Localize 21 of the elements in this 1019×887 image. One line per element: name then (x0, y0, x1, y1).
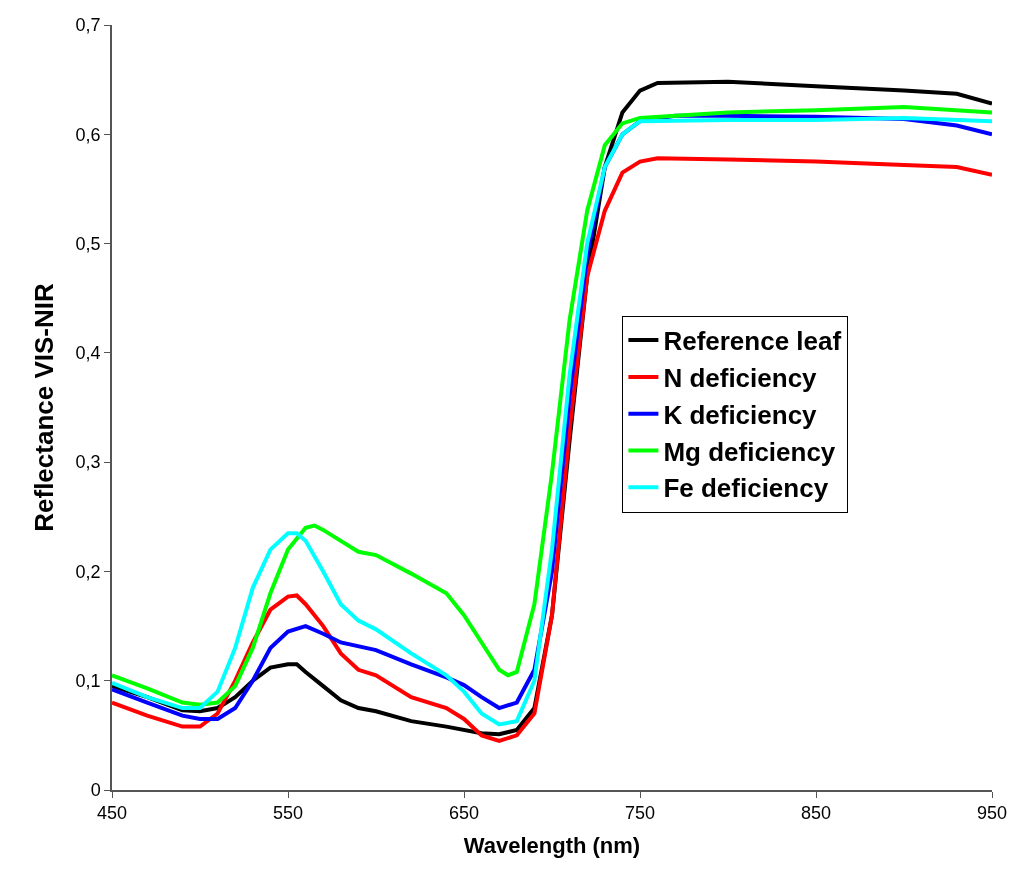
legend-label: Fe deficiency (663, 473, 829, 504)
x-tick-label: 850 (800, 803, 832, 824)
x-tick-label: 650 (448, 803, 480, 824)
x-tick-label: 750 (624, 803, 656, 824)
legend-label: K deficiency (663, 399, 818, 430)
y-tick-label: 0,2 (75, 561, 101, 582)
y-tick-label: 0,6 (75, 124, 101, 145)
x-axis-title: Wavelength (nm) (463, 832, 641, 858)
y-tick-label: 0,7 (75, 15, 101, 36)
y-tick-label: 0,3 (75, 452, 101, 473)
y-axis-title: Reflectance VIS-NIR (28, 283, 59, 532)
y-tick-label: 0 (90, 780, 101, 801)
x-tick-label: 950 (976, 803, 1008, 824)
legend-label: Mg deficiency (663, 436, 836, 467)
x-tick-label: 450 (96, 803, 128, 824)
x-tick-label: 550 (272, 803, 304, 824)
y-tick-label: 0,5 (75, 233, 101, 254)
y-tick-label: 0,1 (75, 671, 101, 692)
y-tick-label: 0,4 (75, 343, 101, 364)
legend-label: Reference leaf (663, 326, 842, 357)
legend-label: N deficiency (663, 363, 818, 394)
